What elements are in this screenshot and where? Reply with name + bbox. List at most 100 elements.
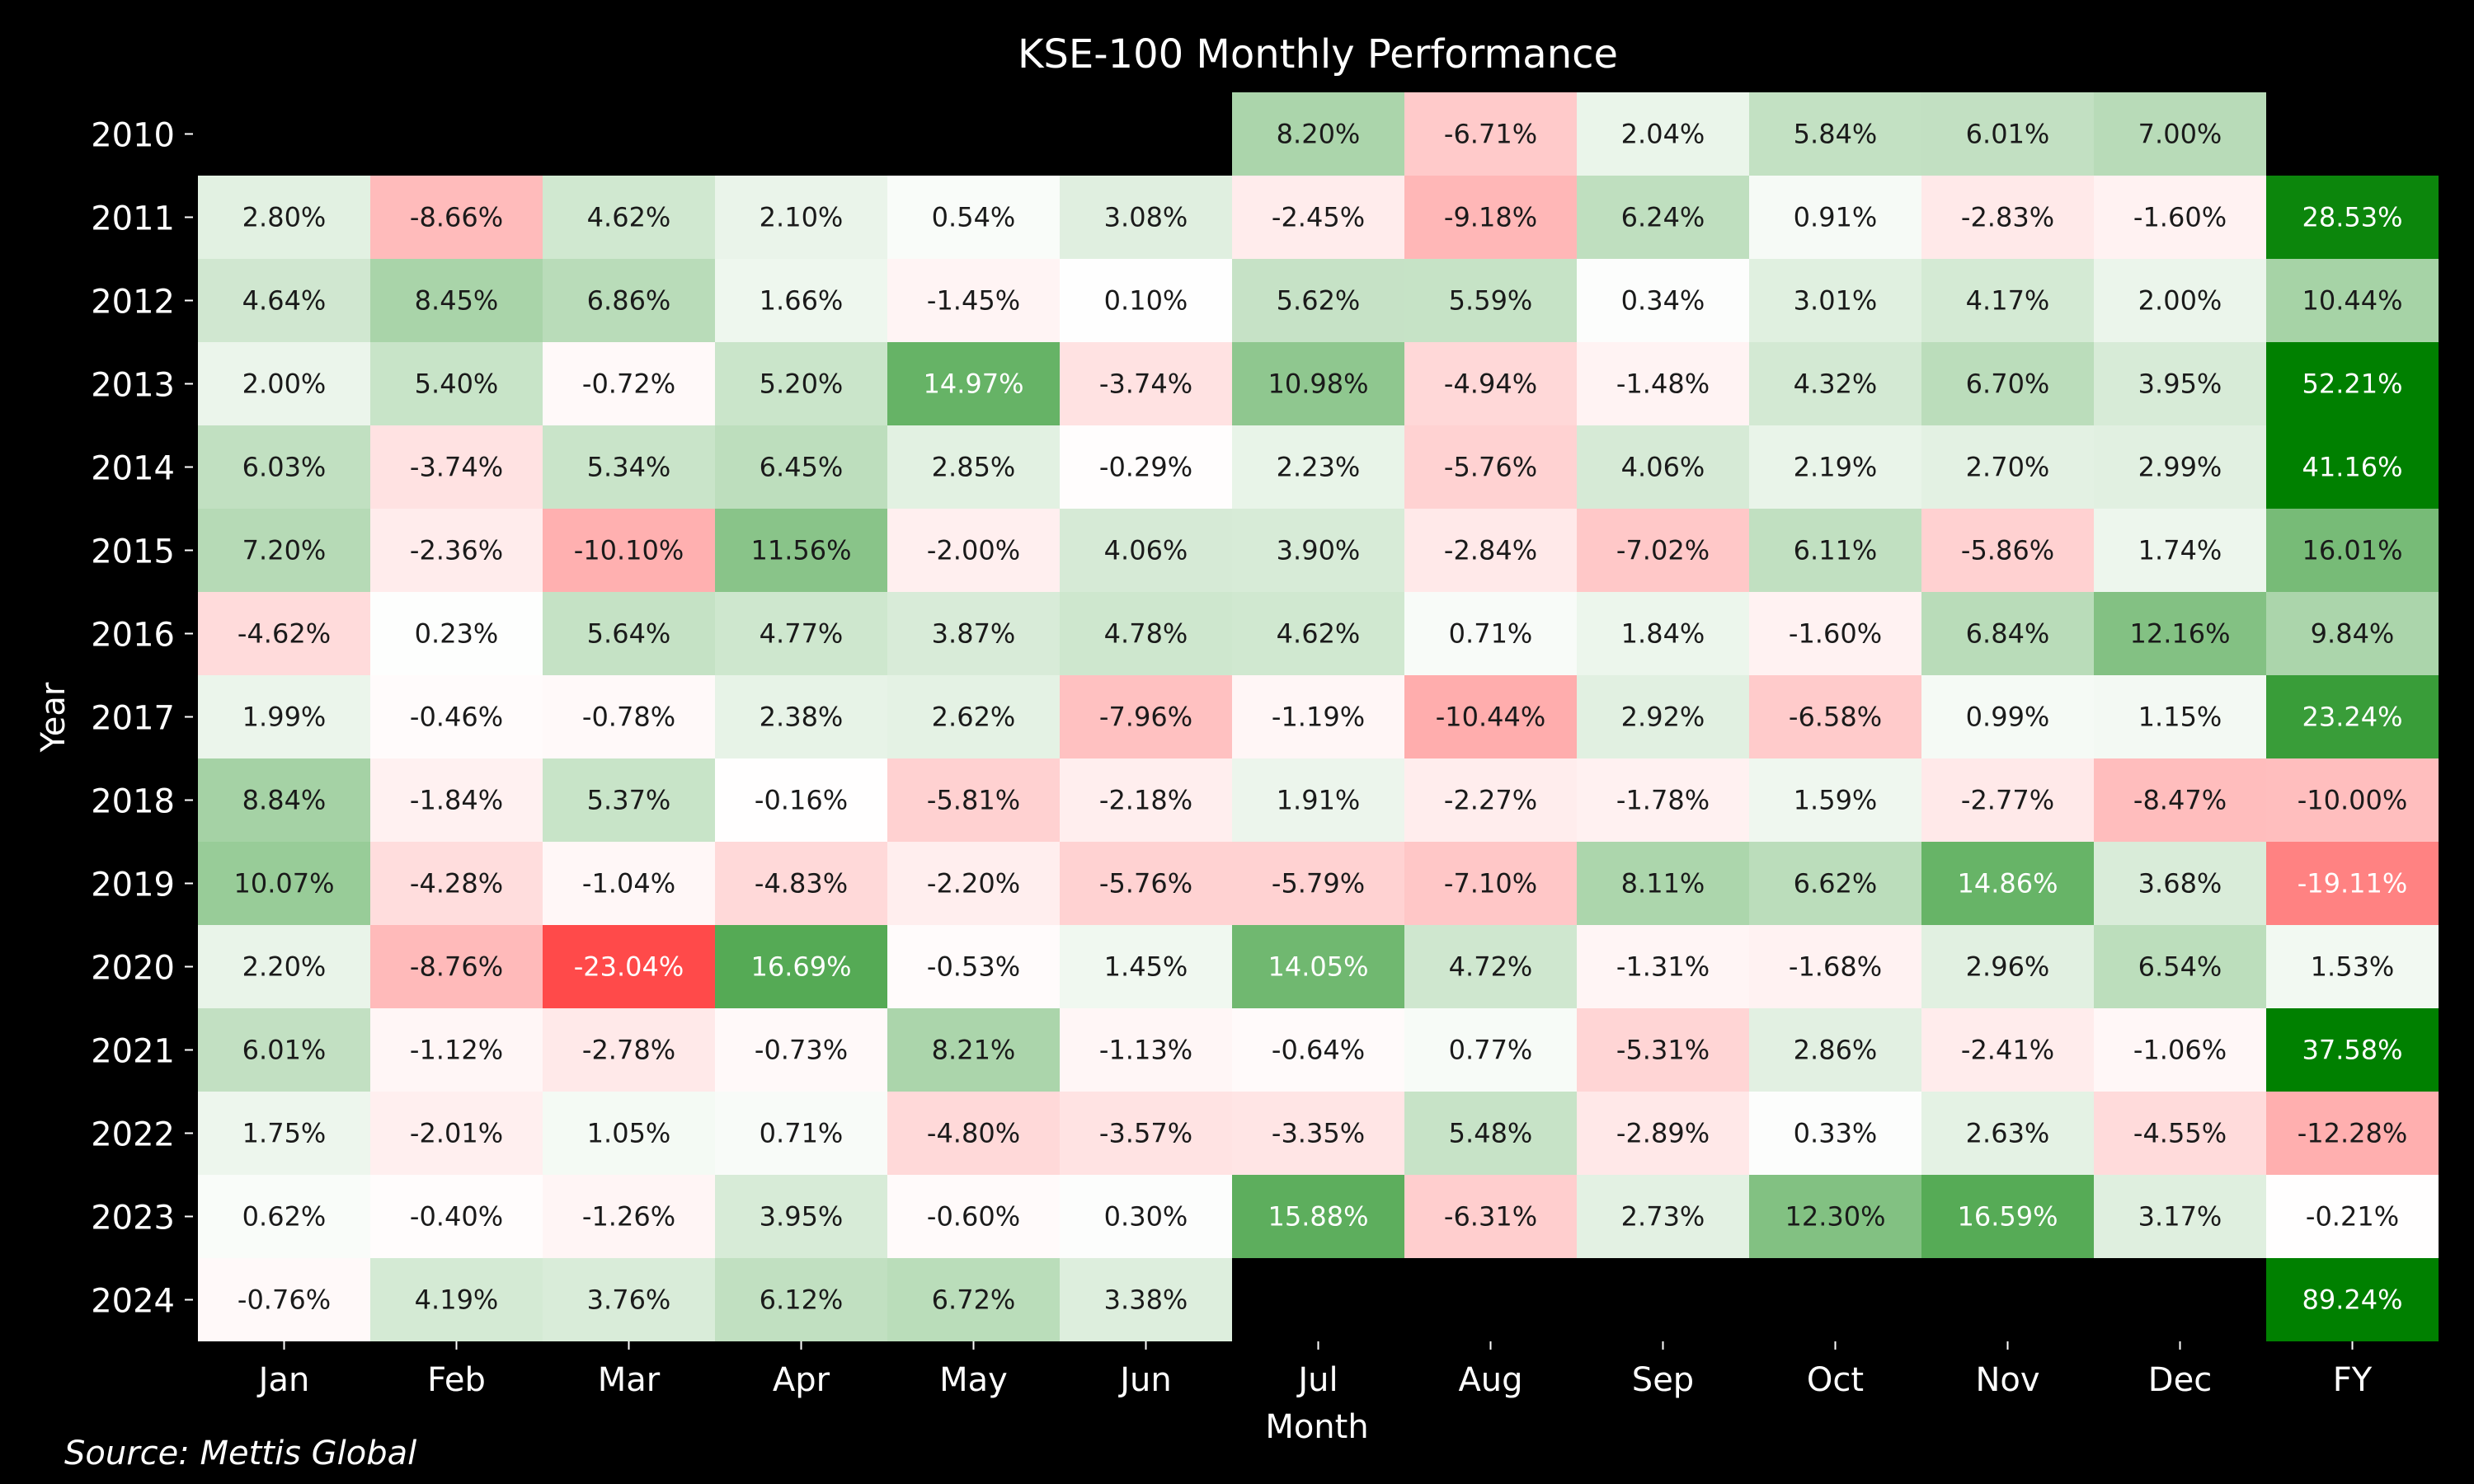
heatmap-cell [1232,758,1404,842]
cell-value-label: 3.87% [932,618,1016,650]
cell-value-label: 1.84% [1621,618,1705,650]
heatmap-cell [2266,1008,2439,1092]
cell-value-label: -23.04% [574,951,684,983]
cell-value-label: -3.35% [1272,1118,1365,1149]
heatmap-cell [715,425,887,509]
x-tick-label: Aug [1458,1361,1522,1399]
heatmap-cell [543,925,715,1008]
heatmap-cell [543,176,715,259]
heatmap-cell [1921,1008,2094,1092]
heatmap-cell [1060,1175,1232,1258]
y-tick-labels: 2010 2011 2012 2013 2014 2015 2016 2017 2018 2019… [91,117,193,1321]
cell-value-label: 4.32% [1794,369,1878,400]
cell-value-label: 6.11% [1794,535,1878,566]
heatmap-cell [1577,675,1749,758]
heatmap-cell [1060,675,1232,758]
cell-value-label: -9.18% [1444,202,1537,233]
cell-value-label: -4.62% [238,618,331,650]
heatmap-cell [543,509,715,592]
x-tick-label: Oct [1807,1361,1864,1399]
heatmap-cell [2266,1092,2439,1175]
cell-value-label: -1.06% [2133,1035,2227,1066]
heatmap-cell [1232,259,1404,342]
cell-value-label: 2.92% [1621,702,1705,733]
cell-value-label: 89.24% [2302,1284,2402,1316]
cell-value-label: -0.72% [582,369,675,400]
heatmap-cell [2266,925,2439,1008]
heatmap-cell [1060,1008,1232,1092]
cell-value-label: 37.58% [2302,1035,2402,1066]
cell-value-label: -10.10% [574,535,684,566]
heatmap-cell [1060,342,1232,425]
cell-value-label: 6.70% [1966,369,2050,400]
heatmap-cell [543,1175,715,1258]
cell-value-label: 6.01% [242,1035,327,1066]
heatmap-cell [2266,259,2439,342]
heatmap-cell [1749,1092,1921,1175]
heatmap-cell [1232,925,1404,1008]
heatmap-cell [543,1092,715,1175]
heatmap-cell [1921,925,2094,1008]
heatmap-cell [198,592,370,675]
x-tick-label: Dec [2148,1361,2212,1399]
cell-value-label: 1.05% [587,1118,671,1149]
heatmap-cell [887,592,1060,675]
heatmap-cell [1060,1258,1232,1341]
heatmap-cell [715,259,887,342]
cell-value-label: 8.84% [242,785,327,816]
heatmap-cell [1577,1008,1749,1092]
cell-value-label: -4.55% [2133,1118,2227,1149]
heatmap-cell [887,342,1060,425]
heatmap-cell [370,758,543,842]
cell-value-label: 4.19% [415,1284,499,1316]
cell-value-label: 3.95% [760,1201,844,1233]
cell-value-label: 2.19% [1794,452,1878,483]
heatmap-cell [198,758,370,842]
heatmap-cell [370,675,543,758]
heatmap-cell [543,842,715,925]
heatmap-cell [1577,925,1749,1008]
cell-value-label: 2.63% [1966,1118,2050,1149]
heatmap-cell [1749,1175,1921,1258]
cell-value-label: 16.01% [2302,535,2402,566]
heatmap-cell [543,425,715,509]
heatmap-cell [1232,675,1404,758]
heatmap-cell [2094,842,2266,925]
cell-value-label: 5.20% [760,369,844,400]
heatmap-cell [715,1092,887,1175]
heatmap-cell [2094,925,2266,1008]
cell-value-label: 6.03% [242,452,327,483]
cell-value-label: -0.73% [755,1035,848,1066]
cell-value-label: 3.08% [1104,202,1188,233]
cell-value-label: -1.31% [1616,951,1710,983]
x-tick-labels: Jan Feb Mar Apr May Jun Jul Aug Sep Oct Nov Dec FY [256,1341,2373,1399]
cell-value-label: 1.66% [760,285,844,317]
heatmap-cell [887,1008,1060,1092]
heatmap-cell [887,1175,1060,1258]
x-tick-label: Feb [427,1361,486,1399]
heatmap-cell [1232,1092,1404,1175]
heatmap-cell [1060,425,1232,509]
x-tick-label: FY [2333,1361,2373,1399]
cell-value-label: 6.86% [587,285,671,317]
cell-value-label: 2.80% [242,202,327,233]
x-tick-label: Jun [1117,1361,1172,1399]
cell-value-label: 4.06% [1104,535,1188,566]
cell-value-label: 1.74% [2138,535,2222,566]
heatmap-cell [1921,425,2094,509]
cell-value-label: -1.48% [1616,369,1710,400]
cell-value-label: -0.64% [1272,1035,1365,1066]
cell-value-label: 2.38% [760,702,844,733]
heatmap-cell [370,509,543,592]
heatmap-cell [2094,342,2266,425]
chart-title: KSE-100 Monthly Performance [1018,31,1618,77]
heatmap-cell [1232,92,1404,176]
heatmap-cell [370,592,543,675]
cell-value-label: 0.23% [415,618,499,650]
cell-value-label: 8.45% [415,285,499,317]
cell-value-label: 41.16% [2302,452,2402,483]
heatmap-cell [1232,592,1404,675]
heatmap-cell [1749,425,1921,509]
heatmap-cell [198,342,370,425]
cell-value-label: 0.99% [1966,702,2050,733]
